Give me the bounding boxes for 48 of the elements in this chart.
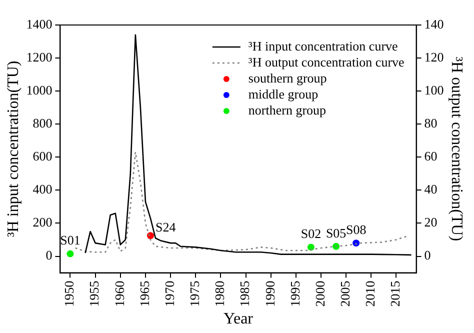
- y2-tick-label: 100: [424, 82, 444, 98]
- data-label: S08: [346, 222, 366, 237]
- point: [66, 250, 74, 258]
- data-label: S01: [60, 232, 80, 248]
- legend-label: ³H input concentration curve: [248, 38, 398, 54]
- x-tick-label: 2015: [388, 280, 403, 307]
- y2-tick-label: 80: [424, 116, 438, 131]
- y2-tick-label: 0: [424, 248, 431, 263]
- y-tick-label: 0: [46, 248, 52, 263]
- x-tick-label: 1985: [237, 280, 252, 307]
- y-tick-label: 800: [32, 116, 52, 131]
- x-tick-label: 1980: [212, 280, 228, 307]
- y2-tick-label: 40: [424, 182, 438, 197]
- x-tick-label: 2005: [338, 280, 353, 307]
- y-tick-label: 1000: [26, 82, 52, 98]
- y2-tick-label: 60: [424, 148, 438, 164]
- y-tick-label: 1200: [26, 49, 52, 64]
- x-tick-label: 2010: [362, 280, 378, 307]
- y-axis-title: ³H input concentration(TU): [4, 60, 22, 238]
- y-tick-label: 400: [32, 182, 52, 197]
- point: [332, 242, 340, 250]
- y-tick-label: 1400: [26, 16, 52, 32]
- x-tick-label: 1975: [187, 280, 202, 307]
- x-tick-label: 1950: [62, 280, 77, 307]
- data-label: S02: [300, 226, 322, 242]
- y2-tick-label: 120: [424, 49, 444, 64]
- point: [352, 240, 360, 247]
- y2-tick-label: 140: [424, 16, 444, 32]
- point: [307, 244, 314, 251]
- data-label: S24: [155, 220, 176, 235]
- x-tick-label: 1955: [86, 280, 102, 307]
- x-tick-label: 1965: [136, 280, 152, 307]
- point: [146, 232, 154, 240]
- x-tick-label: 1970: [162, 280, 177, 307]
- x-tick-label: 1995: [287, 280, 302, 307]
- x-tick-label: 1960: [112, 280, 127, 307]
- data-label: S05: [326, 225, 346, 240]
- x-tick-label: 1990: [262, 280, 278, 307]
- legend-label: northern group: [248, 102, 326, 118]
- x-tick-label: 2000: [312, 280, 328, 307]
- x-axis-title: Year: [224, 310, 254, 328]
- y-tick-label: 200: [32, 214, 52, 230]
- y2-axis-title: ³H output concentration(TU): [448, 56, 466, 242]
- y2-tick-label: 20: [424, 214, 438, 230]
- y-tick-label: 600: [32, 148, 52, 164]
- legend-label: southern group: [248, 70, 327, 86]
- legend-label: ³H output concentration curve: [248, 54, 405, 70]
- legend-label: middle group: [248, 86, 318, 102]
